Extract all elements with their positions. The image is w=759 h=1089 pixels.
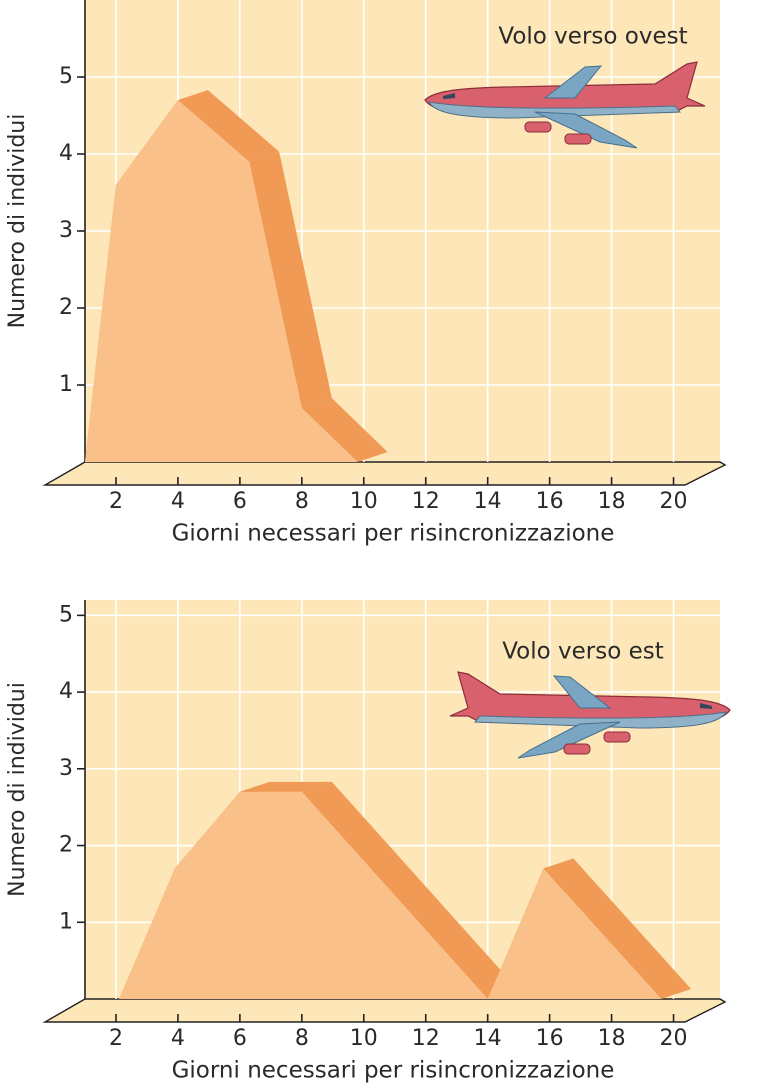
area-side xyxy=(177,90,280,162)
y-axis-label: Numero di individui xyxy=(5,114,30,329)
x-tick-label: 12 xyxy=(412,1026,440,1051)
x-tick-label: 8 xyxy=(295,1026,309,1051)
x-axis-label: Giorni necessari per risincronizzazione xyxy=(172,521,615,547)
annotation: Volo verso ovest xyxy=(498,24,687,50)
area-side xyxy=(249,151,332,409)
x-tick-label: 4 xyxy=(171,489,185,514)
y-tick-label: 5 xyxy=(59,64,73,89)
y-tick-label: 3 xyxy=(59,756,73,781)
area xyxy=(119,791,662,999)
x-tick-label: 10 xyxy=(350,1026,378,1051)
y-axis-label: Numero di individui xyxy=(5,682,30,897)
x-tick-label: 18 xyxy=(598,489,626,514)
y-tick-label: 1 xyxy=(59,372,73,397)
x-tick-label: 6 xyxy=(233,1026,247,1051)
x-tick-label: 14 xyxy=(474,489,502,514)
area-side xyxy=(301,781,518,999)
x-tick-label: 18 xyxy=(598,1026,626,1051)
floor xyxy=(42,461,727,486)
x-tick-label: 20 xyxy=(660,1026,688,1051)
y-tick-label: 2 xyxy=(59,295,73,320)
floor xyxy=(42,998,727,1023)
y-tick-label: 4 xyxy=(59,679,73,704)
y-tick-label: 1 xyxy=(59,909,73,934)
x-tick-label: 4 xyxy=(171,1026,185,1051)
area-side xyxy=(301,398,388,462)
x-tick-label: 16 xyxy=(536,1026,564,1051)
x-tick-label: 6 xyxy=(233,489,247,514)
area-side xyxy=(543,858,692,999)
annotation: Volo verso est xyxy=(502,639,664,665)
x-tick-label: 20 xyxy=(660,489,688,514)
area xyxy=(85,100,358,462)
x-tick-label: 8 xyxy=(295,489,309,514)
x-axis-label: Giorni necessari per risincronizzazione xyxy=(172,1058,615,1084)
x-tick-label: 2 xyxy=(109,489,123,514)
y-tick-label: 3 xyxy=(59,218,73,243)
area-side xyxy=(239,781,332,792)
x-tick-label: 10 xyxy=(350,489,378,514)
x-tick-label: 16 xyxy=(536,489,564,514)
x-tick-label: 14 xyxy=(474,1026,502,1051)
y-tick-label: 5 xyxy=(59,602,73,627)
x-tick-label: 2 xyxy=(109,1026,123,1051)
y-tick-label: 4 xyxy=(59,141,73,166)
x-tick-label: 12 xyxy=(412,489,440,514)
y-tick-label: 2 xyxy=(59,833,73,858)
